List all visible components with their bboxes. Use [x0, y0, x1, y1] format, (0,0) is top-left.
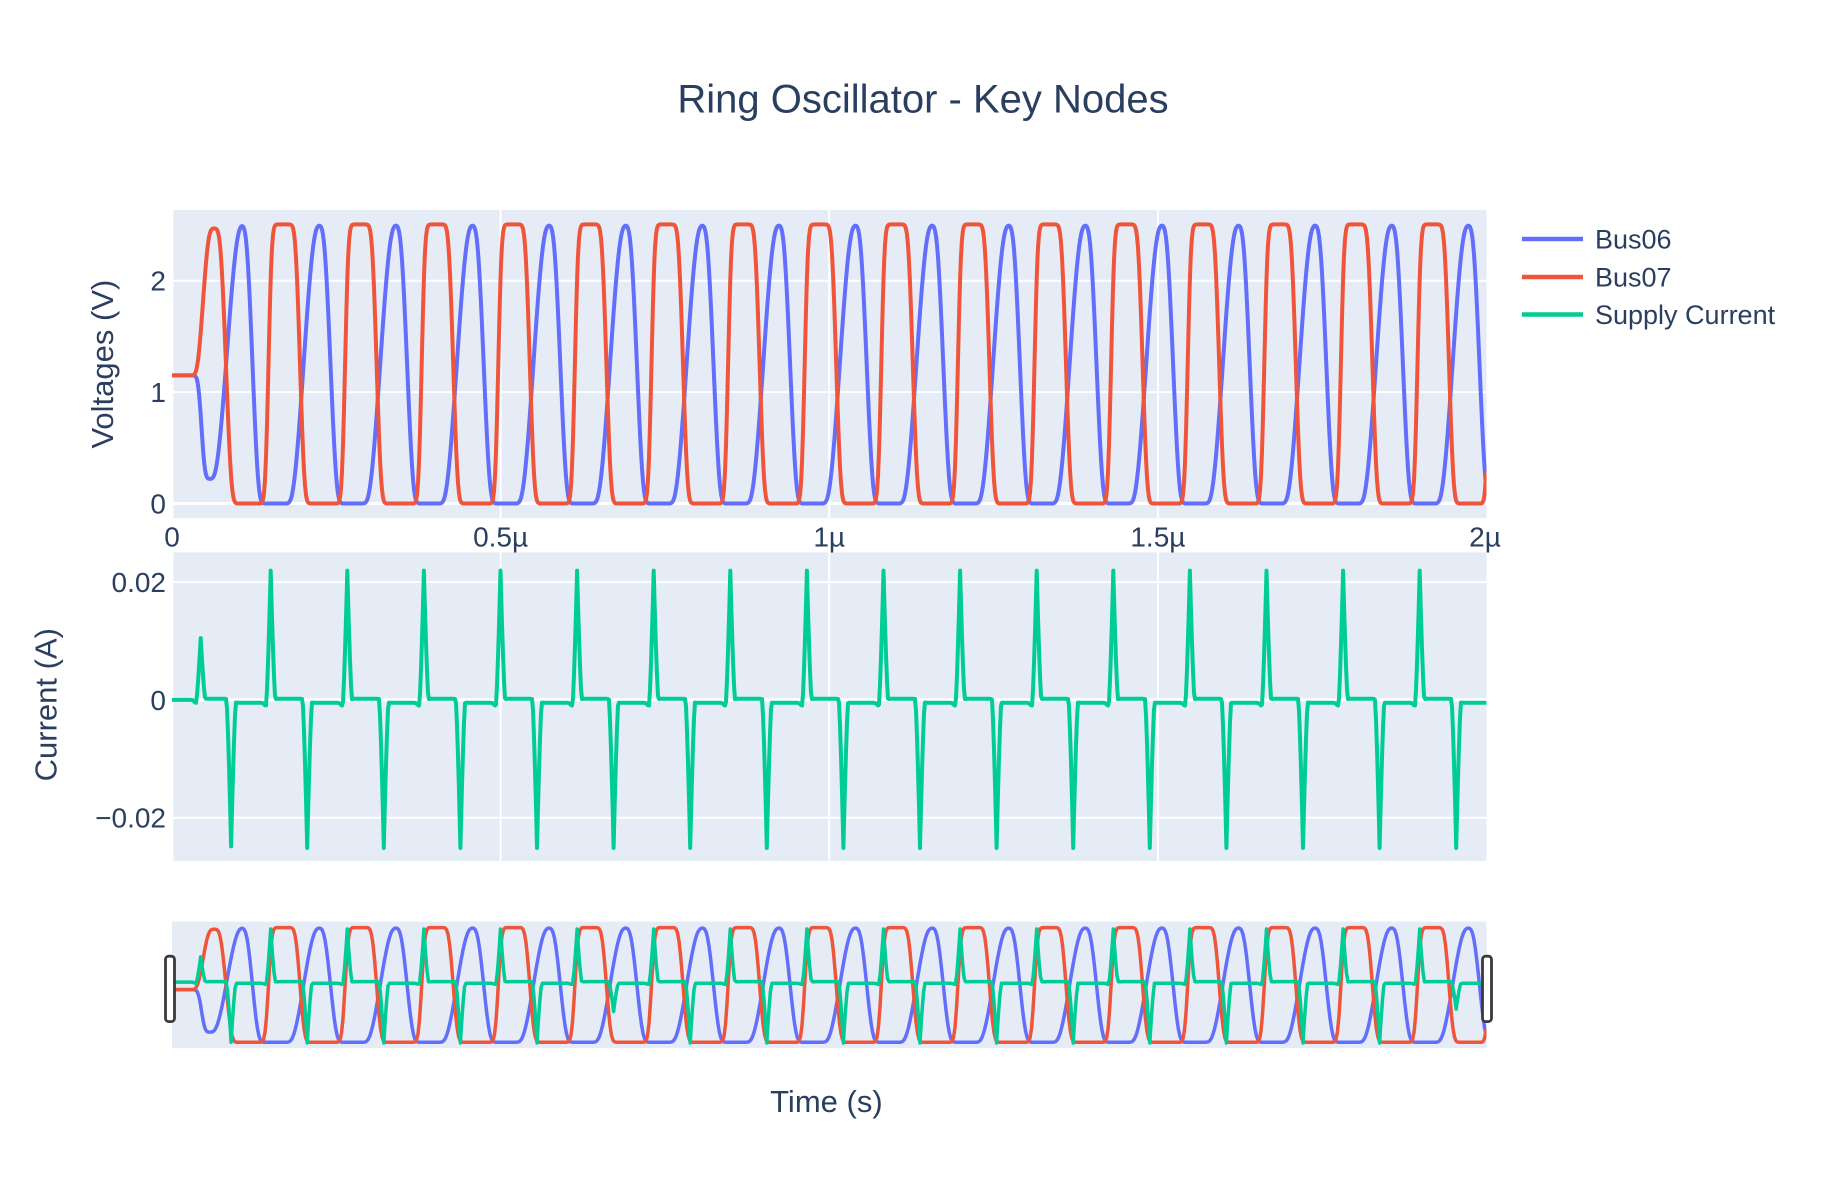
svg-text:0: 0: [150, 489, 166, 520]
svg-text:1.5µ: 1.5µ: [1130, 522, 1185, 553]
svg-text:1: 1: [150, 377, 166, 408]
svg-text:Bus07: Bus07: [1595, 263, 1672, 293]
svg-text:Time (s): Time (s): [770, 1084, 883, 1119]
svg-text:0: 0: [150, 685, 166, 716]
svg-text:2µ: 2µ: [1469, 522, 1501, 553]
svg-text:0.02: 0.02: [112, 567, 167, 598]
svg-text:0.5µ: 0.5µ: [473, 522, 528, 553]
svg-text:1µ: 1µ: [813, 522, 845, 553]
svg-text:Bus06: Bus06: [1595, 225, 1672, 255]
svg-text:Voltages (V): Voltages (V): [85, 280, 120, 449]
svg-text:Supply Current: Supply Current: [1595, 300, 1776, 330]
svg-text:2: 2: [150, 266, 166, 297]
svg-text:−0.02: −0.02: [95, 803, 166, 834]
svg-text:Ring Oscillator - Key Nodes: Ring Oscillator - Key Nodes: [677, 78, 1168, 122]
svg-text:0: 0: [164, 522, 180, 553]
svg-text:Current (A): Current (A): [29, 628, 64, 781]
